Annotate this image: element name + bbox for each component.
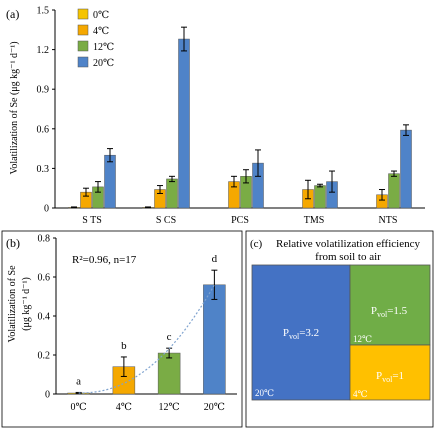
panel-b-ytick-label: 0.6 — [38, 273, 51, 284]
panel-b-bar — [157, 352, 181, 395]
panel-b-bar — [203, 284, 226, 395]
panel-a-legend-label: 12℃ — [93, 42, 114, 53]
panel-a-legend-swatch — [77, 56, 89, 68]
panel-a-legend-label: 20℃ — [93, 58, 114, 69]
cell-4c-temp: 4℃ — [353, 389, 368, 399]
panel-a-bar — [166, 178, 178, 209]
panel-c-label: (c) — [250, 238, 263, 250]
panel-a-bar — [178, 38, 190, 209]
panel-a-legend-swatch — [77, 40, 89, 52]
panel-a-category-label: S CS — [156, 215, 176, 226]
panel-b-significance-letter: a — [76, 375, 81, 387]
cell-4c — [349, 344, 431, 401]
cell-4c-value: Pvol=1 — [376, 370, 404, 384]
panel-b-annotation: R²=0.96, n=17 — [72, 254, 137, 266]
cell-12c — [349, 264, 431, 346]
panel-b-significance-letter: d — [212, 253, 218, 265]
panel-c: (c) Relative volatilization efficiency f… — [245, 230, 434, 428]
panel-c-title-2: from soil to air — [315, 251, 381, 263]
panel-b-trend-curve — [78, 284, 215, 394]
panel-a-legend-swatch — [77, 8, 89, 20]
panel-b-category-label: 20℃ — [204, 402, 225, 413]
panel-a-bar — [104, 154, 116, 209]
cell-12c-value: Pvol=1.5 — [371, 305, 408, 319]
panel-a-ytick-label: 1.5 — [37, 6, 50, 17]
panel-a-legend-swatch — [77, 24, 89, 36]
panel-a-ytick-label: 0 — [44, 204, 49, 215]
panel-b-ytick-label: 0.4 — [38, 312, 51, 323]
panel-a-ylabel: Volatilization of Se (μg kg⁻¹ d⁻¹) — [9, 41, 20, 174]
panel-a-bar — [314, 185, 326, 209]
panel-a-category-label: TMS — [304, 215, 325, 226]
panel-b-ytick-label: 0 — [45, 390, 50, 401]
panel-b-ylabel-1: Volatilization of Se — [7, 265, 18, 343]
cell-12c-temp: 12℃ — [353, 334, 372, 344]
panel-c-title-1: Relative volatilization efficiency — [276, 238, 420, 250]
panel-b-significance-letter: c — [167, 331, 172, 343]
panel-a-ytick-label: 0.6 — [37, 124, 50, 135]
panel-a-bar — [388, 173, 400, 209]
panel-a-category-label: PCS — [231, 215, 249, 226]
panel-a-category-label: NTS — [379, 215, 398, 226]
panel-b-category-label: 0℃ — [71, 402, 87, 413]
panel-b-ytick-label: 0.8 — [38, 234, 51, 245]
panel-b: (b) Volatilization of Se (μg kg⁻¹ d⁻¹) R… — [1, 230, 243, 428]
panel-b-category-label: 12℃ — [159, 402, 180, 413]
panel-b-category-label: 4℃ — [116, 402, 132, 413]
panel-b-ytick-label: 0.2 — [38, 351, 51, 362]
cell-20c — [251, 264, 351, 401]
panel-a: (a) Volatilization of Se (μg kg⁻¹ d⁻¹) 0… — [6, 6, 425, 226]
panel-a-label: (a) — [6, 7, 19, 21]
panel-a-ytick-label: 0.9 — [37, 85, 50, 96]
panel-b-significance-letter: b — [121, 340, 127, 352]
panel-a-legend-label: 0℃ — [93, 10, 109, 21]
panel-a-ytick-label: 1.2 — [37, 45, 50, 56]
cell-20c-temp: 20℃ — [255, 388, 274, 398]
panel-b-label: (b) — [6, 236, 20, 250]
panel-a-ytick-label: 0.3 — [37, 164, 50, 175]
panel-a-bar — [400, 129, 412, 209]
panel-a-category-label: S TS — [82, 215, 102, 226]
cell-20c-value: Pvol=3.2 — [283, 327, 319, 341]
panel-a-legend-label: 4℃ — [93, 26, 109, 37]
panel-b-ylabel-2: (μg kg⁻¹ d⁻¹) — [21, 277, 32, 331]
